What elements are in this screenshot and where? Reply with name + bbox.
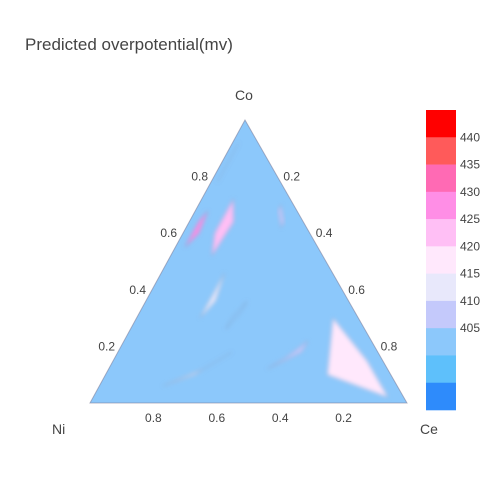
ternary-triangle-background [90,120,407,403]
colorbar-band-1 [426,110,456,138]
contour-region-2 [184,210,209,248]
colorbar-band-5 [426,219,456,247]
tick-label-ce-2: 0.4 [316,226,333,240]
colorbar-band-9 [426,328,456,356]
tick-label-co-4: 0.2 [98,339,115,353]
colorbar-band-4 [426,191,456,220]
axis-title-ni: Ni [52,421,65,437]
colorbar-tick-label-1: 440 [460,130,480,144]
tick-label-ce-1: 0.2 [283,170,300,184]
contour-region-3 [211,197,235,257]
ternary-ticks: 0.8 0.6 0.4 0.2 0.2 0.4 0.6 0.8 0.8 0.6 0.4 0.2 [98,170,397,425]
colorbar-band-8 [426,300,456,329]
contour-region-7 [225,300,248,330]
colorbar-tick-label-4: 425 [460,212,480,226]
chart-title: Predicted overpotential(mv) [25,35,233,54]
tick-label-co-2: 0.6 [160,226,177,240]
colorbar-tick-label-8: 405 [460,321,480,335]
colorbar-band-6 [426,246,456,274]
colorbar-band-10 [426,355,456,384]
colorbar-tick-label-6: 415 [460,267,480,281]
colorbar-band-3 [426,164,456,193]
contour-fill-group [162,142,389,399]
contour-region-1 [326,317,389,399]
tick-label-ce-3: 0.6 [348,283,365,297]
tick-label-ce-4: 0.8 [381,339,398,353]
tick-label-ni-4: 0.2 [335,411,352,425]
colorbar-band-7 [426,273,456,302]
tick-label-co-1: 0.8 [191,170,208,184]
tick-label-ni-2: 0.6 [208,411,225,425]
contour-region-9 [162,351,233,387]
tick-label-ni-3: 0.4 [272,411,289,425]
contour-region-8 [266,340,309,370]
axis-title-co: Co [235,87,253,103]
contour-region-4 [216,142,240,183]
colorbar-band-11 [426,382,456,411]
colorbar-tick-label-5: 420 [460,239,480,253]
tick-label-co-3: 0.4 [129,283,146,297]
contour-region-5 [277,203,285,229]
colorbar: 440 435 430 425 420 415 410 405 [426,110,480,411]
ternary-triangle-border [89,118,408,404]
colorbar-band-2 [426,137,456,165]
axis-title-ce: Ce [420,421,438,437]
colorbar-tick-label-7: 410 [460,294,480,308]
colorbar-tick-label-2: 435 [460,158,480,172]
ternary-plot-area [89,118,408,404]
contour-region-6 [199,272,226,319]
colorbar-tick-label-3: 430 [460,185,480,199]
tick-label-ni-1: 0.8 [145,411,162,425]
